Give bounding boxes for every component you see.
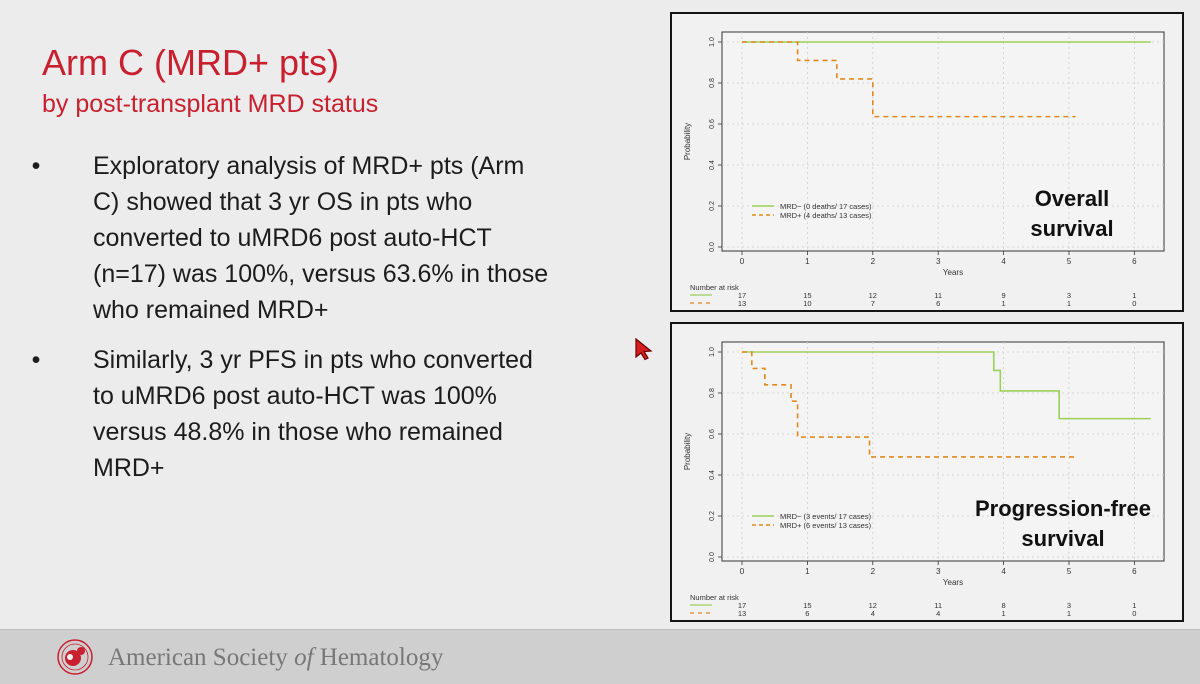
legend-label: MRD− (0 deaths/ 17 cases)	[780, 202, 872, 211]
km-curve-mrd-positive	[742, 351, 1076, 458]
risk-table-value: 13	[738, 299, 746, 308]
x-tick-label: 2	[871, 567, 876, 576]
org-suffix: Hematology	[313, 644, 444, 671]
slide-title: Arm C (MRD+ pts)	[42, 42, 339, 83]
risk-table-value: 15	[803, 601, 811, 610]
x-tick-label: 5	[1067, 257, 1072, 266]
x-tick-label: 1	[805, 567, 810, 576]
bullet-item: • Exploratory analysis of MRD+ pts (Arm …	[30, 148, 550, 328]
risk-table-value: 6	[936, 299, 940, 308]
risk-table-value: 12	[869, 601, 877, 610]
chart-caption: Overall survival	[992, 184, 1152, 244]
risk-table-value: 4	[936, 609, 940, 618]
y-tick-label: 0.0	[709, 552, 716, 562]
risk-table-value: 1	[1002, 609, 1006, 618]
km-curve-mrd-negative	[742, 351, 1151, 420]
x-tick-label: 4	[1001, 567, 1006, 576]
legend-label: MRD+ (6 events/ 13 cases)	[780, 521, 872, 530]
x-tick-label: 4	[1001, 257, 1006, 266]
y-axis-label: Probability	[683, 123, 692, 160]
bullet-text: Exploratory analysis of MRD+ pts (Arm C)…	[93, 152, 549, 324]
footer: American Society of Hematology	[0, 629, 1200, 684]
bullet-marker: •	[31, 346, 41, 374]
risk-table-value: 0	[1132, 299, 1136, 308]
bullet-marker: •	[31, 152, 41, 180]
legend-label: MRD+ (4 deaths/ 13 cases)	[780, 211, 872, 220]
risk-table-value: 0	[1132, 609, 1136, 618]
bullet-list: • Exploratory analysis of MRD+ pts (Arm …	[30, 148, 550, 500]
risk-table-value: 3	[1067, 291, 1071, 300]
chart-caption: Progression-free survival	[958, 494, 1168, 554]
y-axis-label: Probability	[683, 433, 692, 470]
x-tick-label: 6	[1132, 567, 1137, 576]
y-tick-label: 1.0	[709, 37, 716, 47]
legend-label: MRD− (3 events/ 17 cases)	[780, 512, 872, 521]
y-tick-label: 0.8	[709, 78, 716, 88]
ash-logo-icon	[57, 639, 93, 675]
risk-table-value: 9	[1002, 291, 1006, 300]
risk-table-value: 11	[934, 291, 942, 300]
plot-area	[721, 341, 1165, 562]
y-tick-label: 0.4	[709, 160, 716, 170]
risk-table-title: Number at risk	[690, 593, 739, 602]
x-tick-label: 6	[1132, 257, 1137, 266]
risk-table-value: 12	[869, 291, 877, 300]
risk-table-value: 4	[871, 609, 875, 618]
pfs-chart: 0 1 2 3 4 5 60.00.20.40.60.81.0ProbabilityYear…	[683, 341, 1165, 618]
risk-table-value: 1	[1067, 299, 1071, 308]
x-tick-label: 2	[871, 257, 876, 266]
x-tick-label: 3	[936, 257, 941, 266]
bullet-text: Similarly, 3 yr PFS in pts who converted…	[93, 346, 533, 482]
x-axis-label: Years	[943, 268, 963, 277]
risk-table-value: 3	[1067, 601, 1071, 610]
risk-table-value: 1	[1067, 609, 1071, 618]
organization-name: American Society of Hematology	[108, 644, 443, 672]
slide-subtitle: by post-transplant MRD status	[42, 90, 379, 118]
bullet-item: • Similarly, 3 yr PFS in pts who convert…	[30, 342, 550, 486]
y-tick-label: 0.0	[709, 242, 716, 252]
risk-table-value: 11	[934, 601, 942, 610]
y-tick-label: 0.8	[709, 388, 716, 398]
overall-survival-chart-panel: 0 1 2 3 4 5 6 0.0 0.2 0.4 0.6 0.8 1.0 Probability Year…	[670, 12, 1184, 312]
x-tick-label: 0	[740, 567, 745, 576]
y-tick-label: 0.4	[709, 470, 716, 480]
risk-table-value: 6	[805, 609, 809, 618]
risk-table-value: 17	[738, 601, 746, 610]
risk-table-value: 15	[803, 291, 811, 300]
org-prefix: American Society	[108, 644, 295, 671]
x-tick-label: 3	[936, 567, 941, 576]
x-axis-label: Years	[943, 578, 963, 587]
chart-caption-line: Overall	[1034, 186, 1110, 211]
risk-table-value: 1	[1002, 299, 1006, 308]
risk-table-value: 17	[738, 291, 746, 300]
overall-survival-chart: 0 1 2 3 4 5 60.00.20.40.60.81.0ProbabilityYear…	[683, 31, 1165, 308]
mouse-pointer-icon	[635, 337, 653, 361]
risk-table-value: 10	[803, 299, 811, 308]
risk-table-title: Number at risk	[690, 283, 739, 292]
x-tick-label: 5	[1067, 567, 1072, 576]
x-tick-label: 0	[740, 257, 745, 266]
x-tick-label: 1	[805, 257, 810, 266]
risk-table-value: 7	[871, 299, 875, 308]
plot-area	[721, 31, 1165, 252]
y-tick-label: 0.2	[709, 511, 716, 521]
y-tick-label: 0.2	[709, 201, 716, 211]
risk-table-value: 1	[1132, 291, 1136, 300]
y-tick-label: 0.6	[709, 429, 716, 439]
chart-caption-line: survival	[1021, 526, 1105, 551]
chart-caption-line: survival	[1030, 216, 1114, 241]
pfs-chart-panel: 0 1 2 3 4 5 6 0.0 0.2 0.4 0.6 0.8 1.0 Probability Year…	[670, 322, 1184, 622]
risk-table-value: 13	[738, 609, 746, 618]
risk-table-value: 8	[1002, 601, 1006, 610]
y-tick-label: 1.0	[709, 347, 716, 357]
risk-table-value: 1	[1132, 601, 1136, 610]
km-curve-mrd-positive	[742, 41, 1076, 118]
y-tick-label: 0.6	[709, 119, 716, 129]
chart-caption-line: Progression-free	[974, 496, 1152, 521]
org-of: of	[294, 644, 314, 671]
